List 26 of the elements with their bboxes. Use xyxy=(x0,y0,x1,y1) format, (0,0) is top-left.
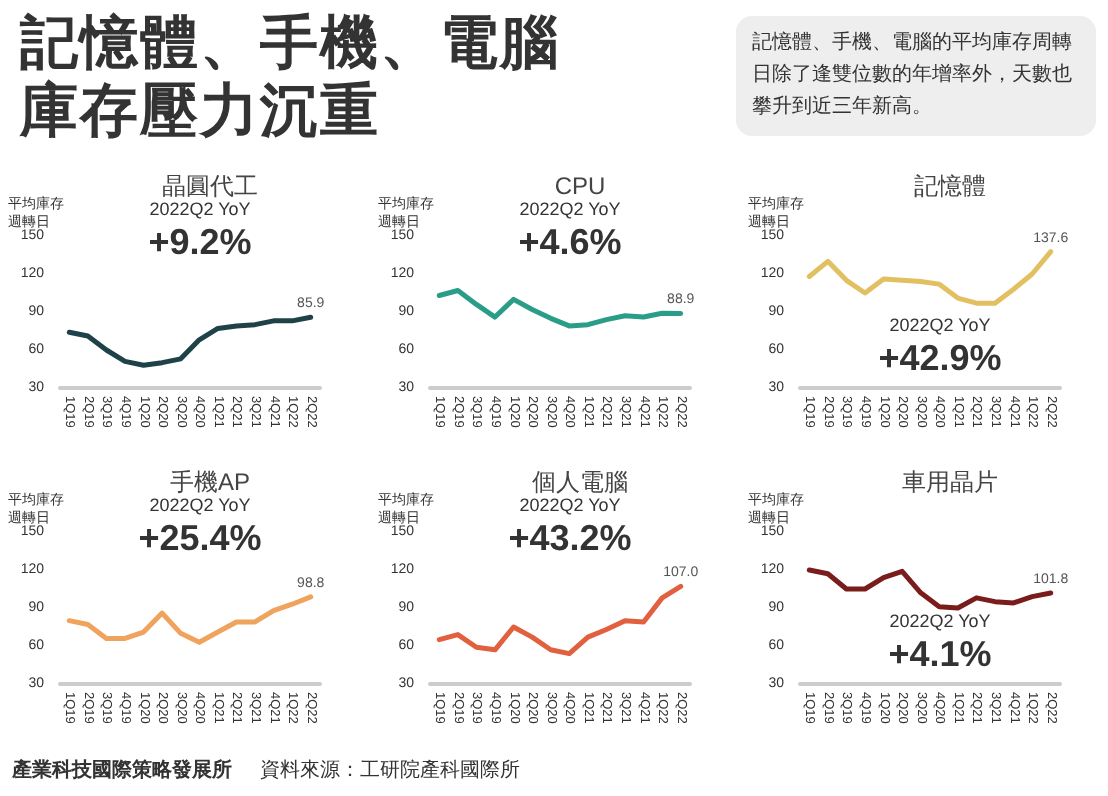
line-series xyxy=(806,249,1054,306)
text: 2022Q2 YoY xyxy=(519,495,621,515)
annotation: +4.6% xyxy=(518,222,622,262)
source-note: 資料來源：工研院產科國際所 xyxy=(260,757,520,784)
annotation: +25.4% xyxy=(138,518,262,558)
line-series xyxy=(436,583,684,657)
line-series xyxy=(66,314,314,368)
text: 產業科技國際策略發展所 xyxy=(12,757,232,784)
text: 記憶體、手機、電腦的平均庫存周轉日除了逢雙位數的年增率外，天數也攀升到近三年新高。 xyxy=(736,16,1096,136)
chart-title: 個人電腦 xyxy=(532,468,628,496)
annotation: +43.2% xyxy=(508,518,632,558)
text: 2022Q2 YoY xyxy=(519,199,621,219)
text: 2022Q2 YoY xyxy=(149,199,251,219)
chart-title: CPU xyxy=(554,172,606,200)
chart-title: 晶圓代工 xyxy=(162,172,258,200)
annotation: 2022Q2 YoY xyxy=(889,315,991,335)
annotation: +42.9% xyxy=(878,338,1002,378)
annotation: +9.2% xyxy=(148,222,252,262)
chart-title: 記憶體 xyxy=(914,172,986,200)
text: 2022Q2 YoY xyxy=(149,495,251,515)
annotation: +4.1% xyxy=(888,634,992,674)
text: 記憶體、手機、電腦庫存壓力沉重 xyxy=(20,8,562,144)
chart-title: 車用晶片 xyxy=(902,468,998,496)
chart-title: 手機AP xyxy=(169,468,251,496)
line-series xyxy=(66,594,314,645)
annotation: 2022Q2 YoY xyxy=(889,611,991,631)
